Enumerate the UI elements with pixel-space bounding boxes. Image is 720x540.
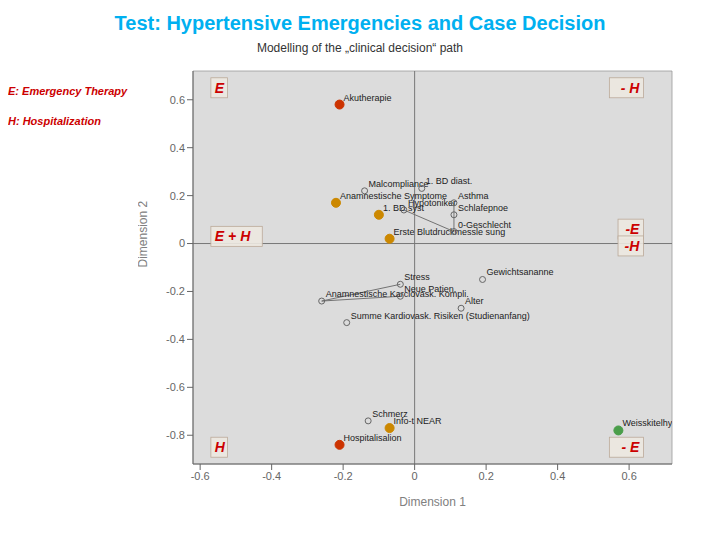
svg-text:-0.4: -0.4 (262, 470, 281, 482)
svg-text:1. BD syst: 1. BD syst (382, 202, 424, 213)
svg-text:-E: -E (625, 221, 640, 237)
svg-text:Neue Patien.: Neue Patien. (404, 284, 456, 294)
svg-text:-0.4: -0.4 (166, 333, 185, 345)
svg-text:Asthma: Asthma (458, 191, 489, 201)
svg-text:0.2: 0.2 (478, 470, 493, 482)
html-text:E: Emergency Therapy: E: Emergency Therapy (8, 85, 128, 97)
svg-text:Dimension 2: Dimension 2 (138, 200, 150, 267)
svg-text:Schlafepnoe: Schlafepnoe (458, 203, 508, 213)
svg-text:Stress: Stress (404, 272, 430, 282)
svg-text:0.2: 0.2 (170, 190, 185, 202)
svg-text:Hospitalisalion: Hospitalisalion (344, 433, 402, 443)
svg-text:0: 0 (179, 237, 185, 249)
html-text:Test: Hypertensive Emergencies: Test: Hypertensive Emergencies and Case … (114, 12, 606, 34)
svg-text:Dimension 1: Dimension 1 (399, 495, 466, 509)
svg-text:- H: - H (621, 80, 641, 96)
svg-text:0.6: 0.6 (170, 94, 185, 106)
svg-text:Gewichtsananne: Gewichtsananne (487, 267, 554, 277)
svg-text:Anamnestische Symptome: Anamnestische Symptome (340, 190, 447, 201)
svg-text:Erste Blutdruckmessle sung: Erste Blutdruckmessle sung (393, 226, 506, 237)
svg-text:E + H: E + H (215, 228, 251, 244)
svg-text:Hypotoniker: Hypotoniker (408, 198, 456, 208)
svg-text:-0.6: -0.6 (166, 381, 185, 393)
html-text:Modelling of the „clinical dec: Modelling of the „clinical decision“ pat… (256, 41, 463, 55)
svg-text:Anamnestische Karciovask. Komp: Anamnestische Karciovask. Kompli. (325, 289, 469, 299)
svg-text:Malcompliance: Malcompliance (369, 179, 429, 189)
svg-text:0.4: 0.4 (170, 142, 185, 154)
svg-text:0: 0 (412, 470, 418, 482)
svg-text:Akutherapie: Akutherapie (344, 93, 392, 103)
svg-text:Schmerz: Schmerz (372, 409, 408, 419)
svg-text:- E: - E (622, 439, 641, 455)
svg-text:H: H (215, 439, 226, 455)
svg-text:-0.6: -0.6 (191, 470, 210, 482)
svg-text:Weisskitelhyperonie: Weisskitelhyperonie (622, 418, 672, 428)
svg-text:-0.8: -0.8 (166, 429, 185, 441)
svg-text:0.4: 0.4 (550, 470, 565, 482)
svg-text:0.6: 0.6 (621, 470, 636, 482)
svg-text:-0.2: -0.2 (334, 470, 353, 482)
html-text:H: Hospitalization: H: Hospitalization (8, 115, 101, 127)
svg-text:1. BD diast.: 1. BD diast. (426, 176, 473, 186)
svg-text:-0.2: -0.2 (166, 285, 185, 297)
svg-text:Info-t NEAR: Info-t NEAR (393, 416, 442, 427)
svg-text:Summe Kardiovask. Risiken (Stu: Summe Kardiovask. Risiken (Studienanfang… (351, 311, 530, 321)
svg-text:-H: -H (625, 238, 641, 254)
svg-text:Alter: Alter (465, 296, 484, 306)
svg-text:0-Geschlecht: 0-Geschlecht (458, 220, 512, 230)
svg-text:E: E (215, 80, 225, 96)
